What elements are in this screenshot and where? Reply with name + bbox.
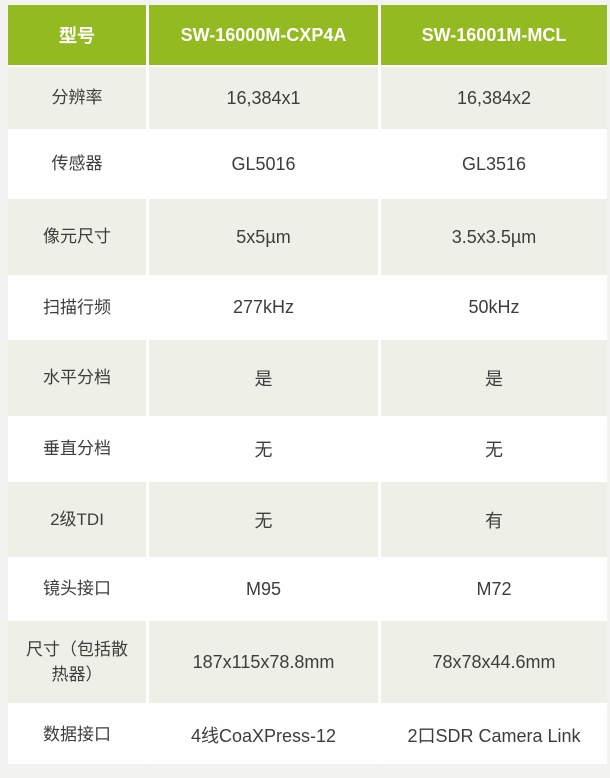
spec-value-cxp4a: 无: [149, 418, 381, 482]
spec-value-mcl: 有: [381, 482, 607, 559]
spec-row-dimensions: 尺寸（包括散热器） 187x115x78.8mm 78x78x44.6mm: [8, 621, 607, 705]
spec-value-cxp4a: 187x115x78.8mm: [149, 621, 381, 705]
spec-row-pixel-size: 像元尺寸 5x5µm 3.5x3.5µm: [8, 199, 607, 277]
spec-value-cxp4a: 是: [149, 340, 381, 418]
table-header-row: 型号 SW-16000M-CXP4A SW-16001M-MCL: [8, 5, 607, 67]
spec-value-mcl: 16,384x2: [381, 67, 607, 131]
spec-value-mcl: 50kHz: [381, 277, 607, 340]
spec-label: 2级TDI: [8, 482, 149, 559]
spec-value-cxp4a: GL5016: [149, 131, 381, 199]
header-model-mcl: SW-16001M-MCL: [381, 5, 607, 67]
spec-value-cxp4a: M95: [149, 559, 381, 621]
header-model-cxp4a: SW-16000M-CXP4A: [149, 5, 381, 67]
spec-label: 尺寸（包括散热器）: [8, 621, 149, 705]
spec-value-mcl: 2口SDR Camera Link: [381, 705, 607, 764]
spec-value-mcl: 无: [381, 418, 607, 482]
spec-value-mcl: 是: [381, 340, 607, 418]
spec-value-mcl: GL3516: [381, 131, 607, 199]
spec-label: 垂直分档: [8, 418, 149, 482]
spec-value-mcl: 3.5x3.5µm: [381, 199, 607, 277]
spec-label: 分辨率: [8, 67, 149, 131]
spec-row-data-interface: 数据接口 4线CoaXPress-12 2口SDR Camera Link: [8, 705, 607, 764]
spec-value-cxp4a: 4线CoaXPress-12: [149, 705, 381, 764]
spec-value-cxp4a: 277kHz: [149, 277, 381, 340]
spec-label: 扫描行频: [8, 277, 149, 340]
spec-row-horizontal-binning: 水平分档 是 是: [8, 340, 607, 418]
spec-label: 水平分档: [8, 340, 149, 418]
spec-value-cxp4a: 无: [149, 482, 381, 559]
spec-value-cxp4a: 16,384x1: [149, 67, 381, 131]
spec-row-line-rate: 扫描行频 277kHz 50kHz: [8, 277, 607, 340]
spec-row-lens-mount: 镜头接口 M95 M72: [8, 559, 607, 621]
header-model-label: 型号: [8, 5, 149, 67]
spec-row-sensor: 传感器 GL5016 GL3516: [8, 131, 607, 199]
spec-row-2stage-tdi: 2级TDI 无 有: [8, 482, 607, 559]
spec-label: 像元尺寸: [8, 199, 149, 277]
spec-label: 传感器: [8, 131, 149, 199]
spec-value-cxp4a: 5x5µm: [149, 199, 381, 277]
spec-row-resolution: 分辨率 16,384x1 16,384x2: [8, 67, 607, 131]
spec-value-mcl: M72: [381, 559, 607, 621]
spec-label: 镜头接口: [8, 559, 149, 621]
spec-row-vertical-binning: 垂直分档 无 无: [8, 418, 607, 482]
spec-label: 数据接口: [8, 705, 149, 764]
camera-spec-comparison-table: 型号 SW-16000M-CXP4A SW-16001M-MCL 分辨率 16,…: [8, 5, 607, 764]
spec-value-mcl: 78x78x44.6mm: [381, 621, 607, 705]
